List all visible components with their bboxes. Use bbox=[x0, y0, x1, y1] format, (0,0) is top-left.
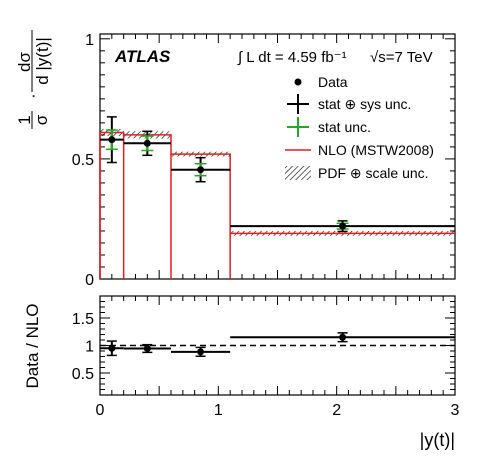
ratio-marker bbox=[197, 348, 205, 356]
legend: Data stat ⊕ sys unc. stat unc. NLO (MSTW… bbox=[285, 74, 434, 181]
legend-item-data: Data bbox=[294, 74, 348, 90]
data-point bbox=[230, 220, 455, 233]
ratio-marker bbox=[108, 344, 116, 352]
ratio-y-tick-label: 1.5 bbox=[72, 311, 94, 328]
ylabel-frac2-num: dσ bbox=[15, 52, 34, 72]
data-marker bbox=[197, 166, 205, 174]
main-y-axis-label: 1 σ · dσ d |y(t)| bbox=[15, 30, 52, 129]
legend-nlo-label: NLO (MSTW2008) bbox=[318, 142, 434, 158]
ratio-point bbox=[171, 346, 231, 357]
energy-label: √s=7 TeV bbox=[370, 49, 433, 66]
ratio-x-tick-label: 2 bbox=[332, 402, 341, 419]
data-marker bbox=[339, 222, 347, 230]
ratio-marker bbox=[339, 333, 347, 341]
legend-item-stat: stat unc. bbox=[287, 117, 371, 137]
ylabel-dot: · bbox=[23, 93, 42, 99]
main-y-tick-label: 0 bbox=[85, 272, 94, 289]
lumi-label: ∫ L dt = 4.59 fb⁻¹ bbox=[237, 49, 347, 66]
legend-data-marker bbox=[294, 78, 302, 86]
main-y-tick-label: 1 bbox=[85, 32, 94, 49]
main-plot-area bbox=[99, 116, 455, 279]
ratio-y-tick-label: 0.5 bbox=[72, 366, 94, 383]
main-y-tick-label: 0.5 bbox=[72, 152, 94, 169]
ylabel-frac1-den: σ bbox=[32, 114, 51, 125]
ratio-point bbox=[100, 340, 124, 357]
ratio-y-axis-label: Data / NLO bbox=[23, 303, 42, 388]
legend-item-stat-sys: stat ⊕ sys unc. bbox=[287, 94, 411, 114]
ratio-plot-area bbox=[100, 332, 455, 357]
ratio-x-tick-label: 0 bbox=[96, 402, 105, 419]
legend-item-band: PDF ⊕ scale unc. bbox=[285, 165, 429, 181]
ratio-marker bbox=[143, 345, 151, 353]
data-point bbox=[171, 156, 231, 183]
legend-stat-sys-label: stat ⊕ sys unc. bbox=[318, 96, 411, 112]
main-axis-ticks: 00.51 bbox=[72, 32, 456, 289]
data-marker bbox=[108, 136, 116, 144]
ylabel-frac1-num: 1 bbox=[15, 115, 34, 124]
ratio-point bbox=[123, 343, 171, 354]
atlas-label: ATLAS bbox=[114, 47, 171, 66]
ratio-x-tick-label: 3 bbox=[451, 402, 460, 419]
nlo-histogram-line bbox=[99, 131, 455, 279]
ratio-x-tick-label: 1 bbox=[214, 402, 223, 419]
legend-item-nlo: NLO (MSTW2008) bbox=[285, 142, 434, 158]
ratio-y-tick-label: 1 bbox=[85, 339, 94, 356]
data-point bbox=[123, 130, 171, 157]
legend-band-label: PDF ⊕ scale unc. bbox=[318, 165, 429, 181]
x-axis-label: |y(t)| bbox=[420, 430, 455, 450]
ratio-point bbox=[230, 332, 455, 343]
ylabel-frac2-den: d |y(t)| bbox=[33, 37, 52, 85]
data-point bbox=[100, 116, 124, 164]
data-marker bbox=[143, 139, 151, 147]
legend-stat-label: stat unc. bbox=[318, 119, 371, 135]
legend-data-label: Data bbox=[318, 74, 348, 90]
ratio-axis-ticks: 0 1 2 3 0.5 1 1.5 bbox=[72, 296, 460, 419]
